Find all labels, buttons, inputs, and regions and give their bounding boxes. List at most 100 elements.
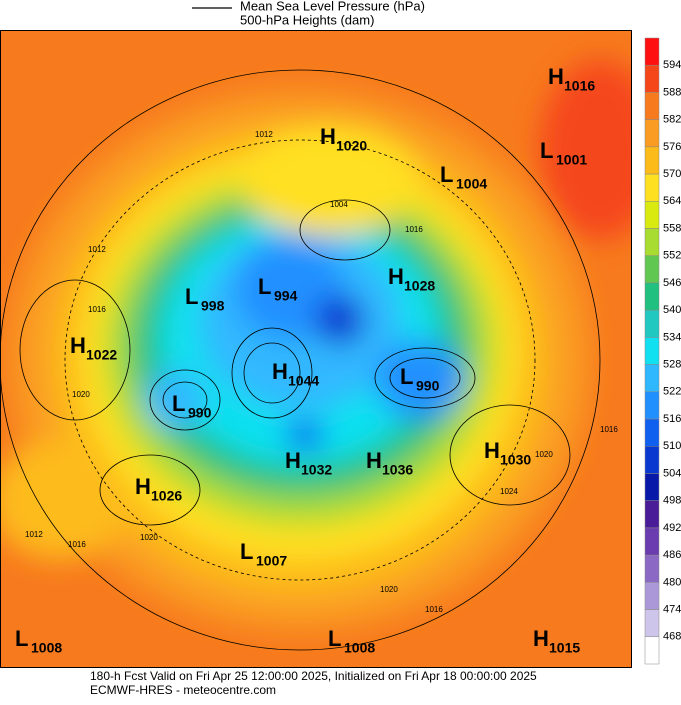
colorbar-box xyxy=(644,119,660,148)
system-pressure: 1007 xyxy=(256,553,287,569)
contour-label: 1016 xyxy=(405,225,423,234)
system-pressure: 1008 xyxy=(344,640,375,656)
system-pressure: 1015 xyxy=(549,640,580,656)
system-letter: L xyxy=(258,274,271,299)
colorbar-box xyxy=(644,527,660,556)
contour-label: 1020 xyxy=(140,533,158,542)
colorbar-box xyxy=(644,391,660,420)
colorbar-label: 552 xyxy=(663,250,681,262)
system-letter: L xyxy=(540,138,553,163)
contour-label: 1016 xyxy=(600,425,618,434)
system-pressure: 1001 xyxy=(556,152,587,168)
colorbar-box xyxy=(644,364,660,393)
contour-label: 1016 xyxy=(425,605,443,614)
colorbar-label: 564 xyxy=(663,195,681,207)
system-pressure: 1008 xyxy=(31,640,62,656)
colorbar-label: 510 xyxy=(663,440,681,452)
system-pressure: 1004 xyxy=(456,176,487,192)
contour-label: 1016 xyxy=(68,540,86,549)
system-pressure: 1044 xyxy=(288,373,319,389)
system-pressure: 1030 xyxy=(500,452,531,468)
system-letter: H xyxy=(366,448,382,473)
colorbar-label: 468 xyxy=(663,631,681,643)
system-letter: L xyxy=(15,626,28,651)
colorbar-label: 516 xyxy=(663,413,681,425)
contour-label: 1012 xyxy=(25,530,43,539)
colorbar-box xyxy=(644,282,660,311)
colorbar-box xyxy=(644,228,660,256)
contour-label: 1024 xyxy=(500,487,518,496)
system-letter: H xyxy=(484,438,500,463)
system-pressure: 990 xyxy=(416,378,440,394)
colorbar-label: 528 xyxy=(663,359,681,371)
system-letter: H xyxy=(135,474,151,499)
system-letter: L xyxy=(240,539,253,564)
colorbar-label: 570 xyxy=(663,168,681,180)
colorbar-label: 546 xyxy=(663,277,681,289)
colorbar-box xyxy=(644,337,660,365)
colorbar-box xyxy=(644,473,660,501)
contour-label: 1020 xyxy=(72,390,90,399)
legend-entry: 500-hPa Heights (dam) xyxy=(240,12,374,27)
colorbar-label: 486 xyxy=(663,549,681,561)
colorbar-box xyxy=(644,609,660,638)
colorbar-label: 588 xyxy=(663,86,681,98)
colorbar-box xyxy=(644,255,660,284)
colorbar-box xyxy=(644,636,660,665)
map-frame xyxy=(0,30,632,668)
colorbar-box xyxy=(644,446,660,474)
system-pressure: 1032 xyxy=(301,462,332,478)
system-letter: H xyxy=(285,448,301,473)
colorbar-box xyxy=(644,173,660,202)
colorbar-label: 504 xyxy=(663,467,681,479)
colorbar-box xyxy=(644,37,660,66)
system-letter: H xyxy=(70,333,86,358)
colorbar-box xyxy=(644,146,660,175)
system-letter: H xyxy=(533,626,549,651)
contour-label: 1016 xyxy=(88,305,106,314)
colorbar-label: 474 xyxy=(663,603,681,615)
system-letter: L xyxy=(185,284,198,309)
colorbar-box xyxy=(644,64,660,93)
colorbar-label: 498 xyxy=(663,495,681,507)
colorbar-label: 534 xyxy=(663,331,681,343)
colorbar-label: 576 xyxy=(663,141,681,153)
system-letter: L xyxy=(328,626,341,651)
system-pressure: 1016 xyxy=(564,78,595,94)
system-pressure: 1020 xyxy=(336,138,367,154)
colorbar-box xyxy=(644,554,660,583)
system-letter: H xyxy=(388,264,404,289)
footer-text: ECMWF-HRES - meteocentre.com xyxy=(90,683,276,697)
system-letter: H xyxy=(320,124,336,149)
system-pressure: 998 xyxy=(201,298,225,314)
colorbar-label: 492 xyxy=(663,522,681,534)
system-letter: L xyxy=(400,364,413,389)
colorbar-box xyxy=(644,92,660,120)
colorbar-box xyxy=(644,500,660,529)
system-letter: L xyxy=(172,391,185,416)
colorbar-label: 558 xyxy=(663,222,681,234)
contour-label: 1020 xyxy=(380,585,398,594)
contour-label: 1004 xyxy=(330,200,348,209)
system-letter: L xyxy=(440,162,453,187)
contour-label: 1020 xyxy=(535,450,553,459)
system-pressure: 1036 xyxy=(382,462,413,478)
colorbar-label: 480 xyxy=(663,576,681,588)
colorbar-label: 594 xyxy=(663,59,681,71)
legend-entry: Mean Sea Level Pressure (hPa) xyxy=(240,0,425,13)
map-field xyxy=(0,30,632,668)
colorbar-label: 522 xyxy=(663,386,681,398)
system-pressure: 1022 xyxy=(86,347,117,363)
colorbar-label: 540 xyxy=(663,304,681,316)
colorbar-box xyxy=(644,309,660,338)
contour-label: 1012 xyxy=(255,130,273,139)
system-letter: H xyxy=(548,64,564,89)
system-pressure: 990 xyxy=(188,405,212,421)
system-pressure: 994 xyxy=(274,288,298,304)
colorbar-box xyxy=(644,201,660,229)
colorbar-label: 582 xyxy=(663,114,681,126)
colorbar-box xyxy=(644,418,660,447)
contour-label: 1012 xyxy=(88,245,106,254)
colorbar-box xyxy=(644,582,660,610)
